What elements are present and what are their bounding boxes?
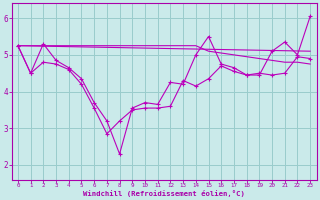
X-axis label: Windchill (Refroidissement éolien,°C): Windchill (Refroidissement éolien,°C) (83, 190, 245, 197)
